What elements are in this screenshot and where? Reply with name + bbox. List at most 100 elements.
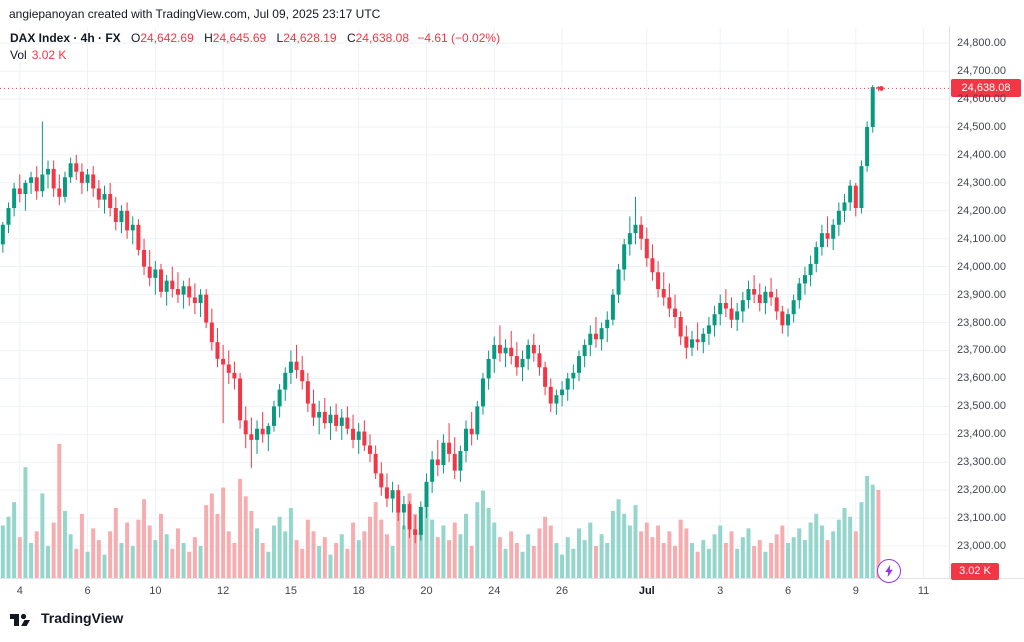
volume-bar [825, 540, 830, 578]
candle-body [170, 280, 175, 290]
volume-bar [34, 531, 39, 578]
volume-bar [158, 513, 163, 578]
volume-bar [593, 545, 598, 578]
volume-bar [774, 534, 779, 578]
price-axis-label: 23,100.00 [957, 512, 1006, 525]
price-axis[interactable]: 24,638.08 24,800.00 24,700.00 24,600.00 24,… [949, 26, 1024, 578]
price-axis-label: 24,400.00 [957, 148, 1006, 161]
candle-body [384, 487, 389, 499]
volume-bar [271, 525, 276, 578]
volume-bar [334, 543, 339, 578]
close-label: C [346, 31, 356, 45]
candle-body [125, 210, 130, 231]
candle-body [158, 269, 163, 292]
volume-bar [565, 537, 570, 578]
candle-body [198, 294, 203, 303]
volume-bar [503, 548, 508, 578]
candle-body [40, 174, 45, 192]
volume-bar [712, 534, 717, 578]
candle-body [565, 378, 570, 390]
lightning-button[interactable] [877, 559, 901, 583]
candle-body [192, 297, 197, 303]
price-axis-label: 24,100.00 [957, 232, 1006, 245]
price-axis-label: 23,900.00 [957, 288, 1006, 301]
volume-bar [543, 516, 548, 578]
volume-bar [480, 490, 485, 578]
volume-bar [373, 502, 378, 578]
volume-bar [396, 510, 401, 578]
price-axis-label: 23,600.00 [957, 372, 1006, 385]
volume-bar [531, 545, 536, 578]
volume-bar [40, 493, 45, 578]
brand-name[interactable]: TradingView [41, 610, 124, 626]
time-axis[interactable]: 4 6 10 12 15 18 20 24 26 Jul 3 6 9 11 [0, 578, 1024, 604]
volume-bar [300, 548, 305, 578]
volume-bar [288, 508, 293, 578]
candle-body [305, 381, 310, 404]
candle-body [842, 202, 847, 211]
volume-bar [469, 545, 474, 578]
candle-body [413, 529, 418, 535]
candle-body [339, 417, 344, 426]
volume-bar [514, 543, 519, 578]
volume-bar [91, 528, 96, 578]
volume-bar [418, 528, 423, 578]
volume-bar [876, 489, 881, 578]
time-axis-label: 4 [16, 585, 23, 597]
volume-bar [85, 551, 90, 578]
candle-body [639, 224, 644, 239]
candle-body [582, 344, 587, 357]
candlestick-chart[interactable] [0, 26, 949, 578]
candle-body [752, 289, 757, 295]
candle-body [802, 275, 807, 284]
candle-body [102, 194, 107, 200]
candle-body [17, 188, 22, 195]
volume-bar [853, 531, 858, 578]
change-value: −4.61 (−0.02%) [417, 31, 501, 45]
volume-bar [814, 513, 819, 578]
tradingview-logo-icon[interactable] [10, 611, 34, 626]
volume-bar [125, 522, 130, 578]
candle-body [401, 504, 406, 513]
attribution-text: angiepanoyan created with TradingView.co… [9, 7, 381, 21]
volume-bar [848, 516, 853, 578]
candle-body [475, 406, 480, 435]
candle-body [571, 372, 576, 379]
volume-bar [678, 519, 683, 578]
volume-bar [622, 513, 627, 578]
volume-bar [661, 543, 666, 578]
volume-bar [328, 554, 333, 578]
candle-body [706, 325, 711, 334]
candle-body [464, 428, 469, 452]
candle-body [345, 417, 350, 429]
time-axis-label: 15 [284, 585, 298, 597]
volume-bar [0, 525, 5, 578]
volume-bar [102, 554, 107, 578]
time-axis-label: Jul [638, 585, 655, 597]
candle-body [243, 420, 248, 435]
volume-bar [447, 540, 452, 578]
symbol-title[interactable]: DAX Index · 4h · FX [10, 31, 121, 45]
volume-bar [384, 534, 389, 578]
volume-bar [548, 525, 553, 578]
volume-bar [413, 513, 418, 578]
time-axis-label: 18 [352, 585, 365, 597]
volume-bar [243, 496, 248, 578]
candle-body [396, 490, 401, 513]
candle-body [701, 333, 706, 343]
candle-body [836, 210, 841, 225]
volume-bar [497, 537, 502, 578]
high-value: 24,645.69 [212, 31, 267, 45]
candle-body [91, 174, 96, 189]
candle-body [452, 453, 457, 471]
volume-bar [198, 545, 203, 578]
candle-body [769, 291, 774, 298]
candle-body [130, 224, 135, 231]
candle-body [492, 344, 497, 359]
candle-body [260, 428, 265, 435]
candle-body [418, 506, 423, 535]
candle-body [34, 177, 39, 192]
volume-bar [644, 522, 649, 578]
candle-body [622, 244, 627, 270]
